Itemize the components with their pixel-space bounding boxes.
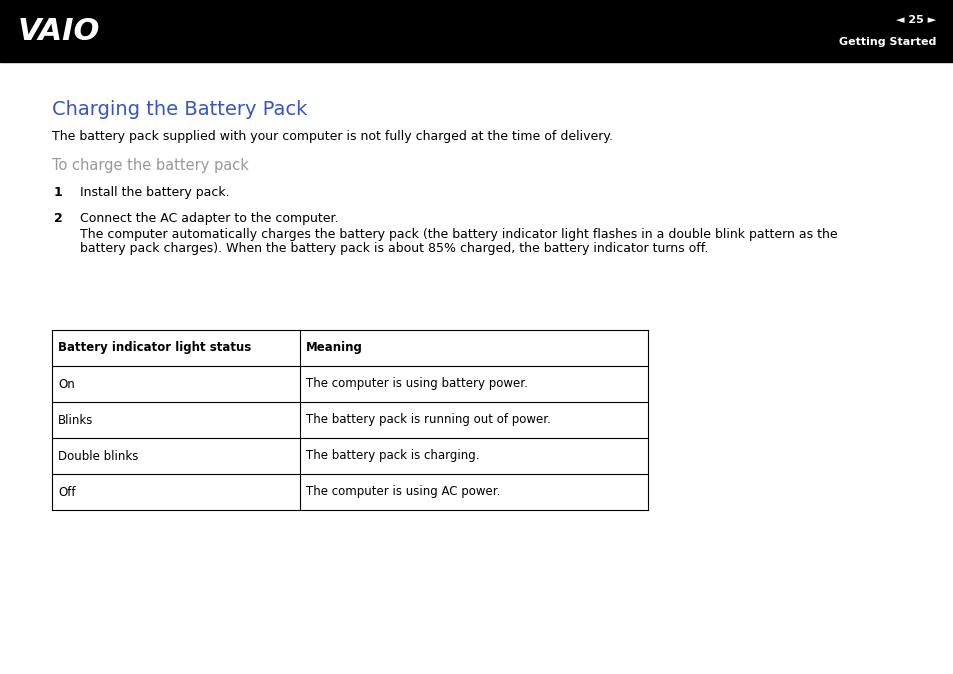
Text: The computer is using AC power.: The computer is using AC power. bbox=[306, 485, 500, 499]
Text: The battery pack is running out of power.: The battery pack is running out of power… bbox=[306, 414, 550, 427]
Text: To charge the battery pack: To charge the battery pack bbox=[52, 158, 249, 173]
Text: Off: Off bbox=[58, 485, 75, 499]
Text: Install the battery pack.: Install the battery pack. bbox=[80, 186, 230, 199]
Text: Connect the AC adapter to the computer.: Connect the AC adapter to the computer. bbox=[80, 212, 338, 225]
Text: The battery pack supplied with your computer is not fully charged at the time of: The battery pack supplied with your comp… bbox=[52, 130, 613, 143]
Text: Charging the Battery Pack: Charging the Battery Pack bbox=[52, 100, 307, 119]
Text: Meaning: Meaning bbox=[306, 342, 362, 355]
Text: The computer is using battery power.: The computer is using battery power. bbox=[306, 377, 527, 390]
Text: Getting Started: Getting Started bbox=[838, 37, 935, 47]
Text: Double blinks: Double blinks bbox=[58, 450, 138, 462]
Text: The computer automatically charges the battery pack (the battery indicator light: The computer automatically charges the b… bbox=[80, 228, 837, 241]
Text: Blinks: Blinks bbox=[58, 414, 93, 427]
Text: ◄ 25 ►: ◄ 25 ► bbox=[895, 15, 935, 25]
Text: The battery pack is charging.: The battery pack is charging. bbox=[306, 450, 479, 462]
Text: battery pack charges). When the battery pack is about 85% charged, the battery i: battery pack charges). When the battery … bbox=[80, 242, 708, 255]
Text: On: On bbox=[58, 377, 74, 390]
Text: Battery indicator light status: Battery indicator light status bbox=[58, 342, 251, 355]
Text: VAIO: VAIO bbox=[18, 16, 100, 46]
Text: 2: 2 bbox=[54, 212, 63, 225]
Text: 1: 1 bbox=[54, 186, 63, 199]
Bar bbox=[0, 0, 953, 62]
